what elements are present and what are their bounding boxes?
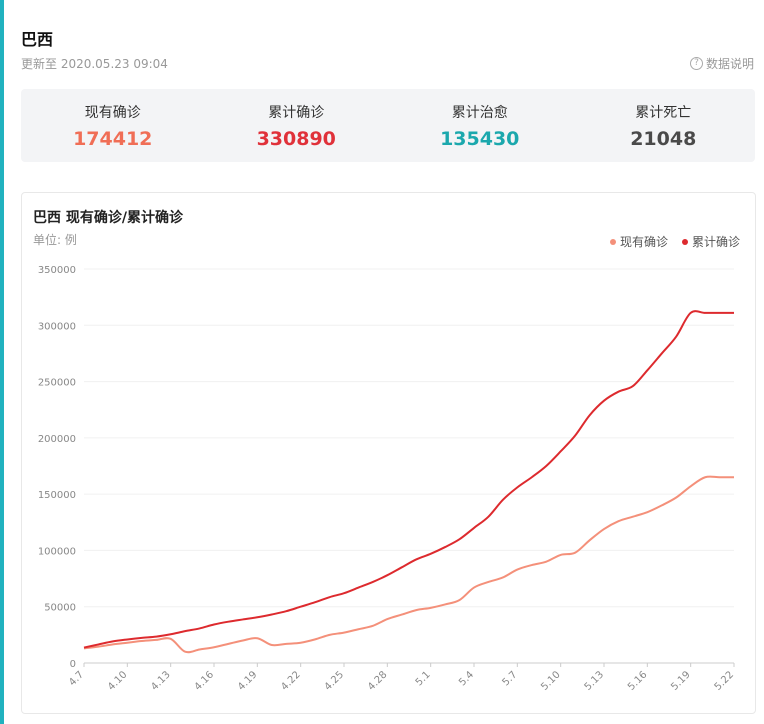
x-tick-label: 4.13 [149,669,173,693]
page-title: 巴西 [21,30,54,49]
stat-label: 累计死亡 [635,105,692,121]
x-tick-label: 4.10 [106,669,130,693]
stat-value: 135430 [440,128,520,150]
legend-dot [609,238,616,245]
chart-title: 巴西 现有确诊/累计确诊 [33,210,183,226]
stat-total-deaths: 累计死亡 21048 [572,89,756,162]
question-circle-icon: ? [689,57,703,70]
stat-value: 21048 [630,128,697,150]
x-tick-label: 4.22 [279,669,303,693]
x-tick-label: 5.19 [669,669,693,693]
x-tick-label: 4.19 [236,669,260,693]
y-tick-label: 100000 [38,546,76,557]
stat-value: 330890 [256,128,336,150]
x-tick-label: 4.28 [366,669,390,693]
y-tick-label: 50000 [44,603,76,614]
x-tick-label: 5.4 [457,669,476,688]
data-note-label: 数据说明 [705,57,754,71]
chart-card: 巴西 现有确诊/累计确诊 单位: 例 现有确诊 累计确诊 0 50000 10000… [21,192,756,714]
stat-total-cured: 累计治愈 135430 [388,89,572,162]
series-line-total [83,310,734,649]
legend-item-current[interactable]: 现有确诊 [609,233,668,250]
x-tick-label: 5.1 [414,669,433,688]
y-tick-label: 300000 [38,321,76,332]
y-tick-label: 350000 [38,265,76,276]
y-tick-label: 150000 [38,490,76,501]
data-note-link[interactable]: ? 数据说明 [689,55,754,72]
x-tick-label: 5.10 [539,669,563,693]
x-tick-label: 5.22 [713,669,737,693]
line-chart: 0 50000 100000 150000 200000 250000 300000 3500… [38,265,737,693]
y-tick-label: 250000 [38,378,76,389]
y-tick-label: 0 [70,659,76,670]
stat-label: 现有确诊 [84,105,141,121]
x-tick-label: 5.16 [626,669,650,693]
stat-total-confirmed: 累计确诊 330890 [205,89,389,162]
legend-label: 现有确诊 [619,235,668,249]
legend-item-total[interactable]: 累计确诊 [681,233,740,250]
legend-label: 累计确诊 [691,235,740,249]
stat-value: 174412 [73,128,153,150]
stat-label: 累计治愈 [451,105,508,121]
stat-label: 累计确诊 [268,105,325,121]
chart-legend: 现有确诊 累计确诊 [609,233,740,250]
series-line-current [83,475,734,654]
update-time: 更新至 2020.05.23 09:04 [21,57,168,71]
stats-panel: 现有确诊 174412 累计确诊 330890 累计治愈 135430 累计死亡… [21,89,755,162]
x-tick-label: 4.7 [67,669,86,688]
legend-dot [681,238,688,245]
stat-current-confirmed: 现有确诊 174412 [21,89,205,162]
x-tick-label: 5.7 [500,669,519,688]
x-tick-label: 5.13 [583,669,607,693]
y-tick-label: 200000 [38,434,76,445]
x-tick-label: 4.25 [323,669,347,693]
accent-bar [0,0,4,724]
chart-unit: 单位: 例 [33,233,77,247]
x-tick-label: 4.16 [193,669,217,693]
